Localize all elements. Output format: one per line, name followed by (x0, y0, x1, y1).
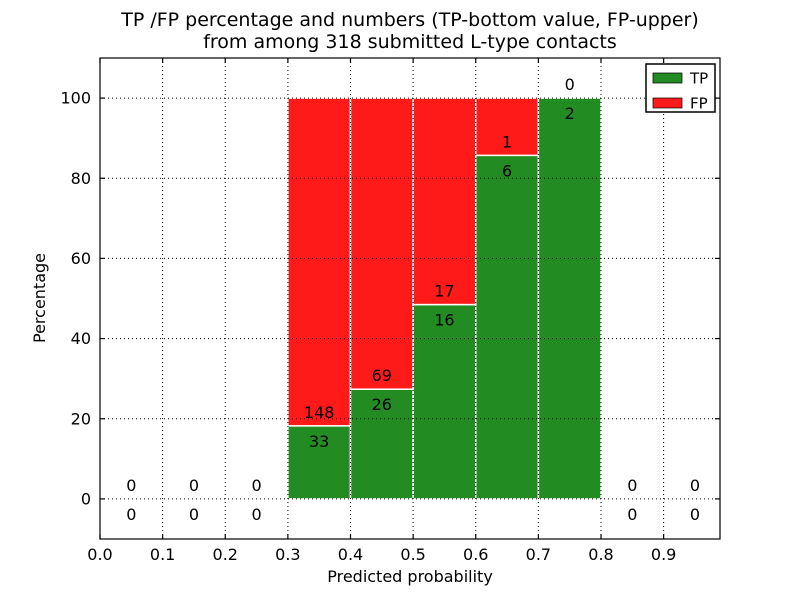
fp-count-label: 0 (189, 476, 199, 495)
fp-count-label: 148 (304, 403, 335, 422)
tp-count-label: 0 (690, 505, 700, 524)
bar-segment-fp (349, 97, 414, 390)
tp-count-label: 2 (565, 104, 575, 123)
tp-count-label: 33 (309, 432, 329, 451)
fp-count-label: 69 (372, 366, 392, 385)
x-axis-label: Predicted probability (327, 567, 493, 586)
bar-segment-fp (287, 97, 352, 427)
tp-count-label: 16 (434, 311, 454, 330)
y-tick-label: 0 (81, 489, 91, 508)
y-tick-label: 80 (71, 169, 91, 188)
fp-count-label: 17 (434, 282, 454, 301)
plot-area: 0.0 0.1 0.2 0.3 0.4 0.5 0.6 0.7 0.8 0.90204060801… (60, 57, 721, 564)
chart-title-line2: from among 318 submitted L-type contacts (203, 31, 617, 53)
tp-count-label: 0 (627, 505, 637, 524)
bar-segment-fp (475, 97, 540, 157)
fp-count-label: 0 (690, 476, 700, 495)
y-tick-label: 60 (71, 249, 91, 268)
fp-count-label: 0 (251, 476, 261, 495)
legend-swatch-tp-icon (652, 72, 683, 84)
x-tick-label: 0.8 (588, 545, 613, 564)
x-tick-label: 0.3 (275, 545, 300, 564)
legend-label-fp: FP (690, 95, 708, 113)
bar-segment-tp (475, 154, 540, 500)
axes-frame (99, 57, 721, 540)
y-tick-label: 20 (71, 409, 91, 428)
bar-segment-tp (287, 425, 352, 500)
legend-swatch-fp-icon (652, 97, 683, 109)
x-tick-label: 0.1 (150, 545, 175, 564)
fp-count-label: 0 (565, 75, 575, 94)
x-tick-label: 0.2 (213, 545, 238, 564)
bar-segment-tp (349, 388, 414, 500)
tp-count-label: 0 (251, 505, 261, 524)
x-tick-label: 0.7 (526, 545, 551, 564)
bar-segment-tp (412, 303, 477, 500)
x-tick-label: 0.4 (338, 545, 363, 564)
tp-count-label: 6 (502, 161, 512, 180)
bar-segment-fp (412, 97, 477, 306)
x-tick-label: 0.0 (87, 545, 112, 564)
tp-count-label: 0 (189, 505, 199, 524)
fp-count-label: 0 (627, 476, 637, 495)
bar-segment-tp (537, 97, 602, 500)
y-axis-label: Percentage (30, 253, 49, 343)
y-tick-label: 100 (60, 89, 91, 108)
x-tick-label: 0.5 (400, 545, 425, 564)
legend-label-tp: TP (689, 70, 708, 88)
fp-count-label: 1 (502, 132, 512, 151)
tp-count-label: 0 (126, 505, 136, 524)
fp-count-label: 0 (126, 476, 136, 495)
x-tick-label: 0.6 (463, 545, 488, 564)
x-tick-label: 0.9 (651, 545, 676, 564)
chart-title-line1: TP /FP percentage and numbers (TP-bottom… (120, 9, 699, 31)
y-tick-label: 40 (71, 329, 91, 348)
tp-count-label: 26 (372, 395, 392, 414)
